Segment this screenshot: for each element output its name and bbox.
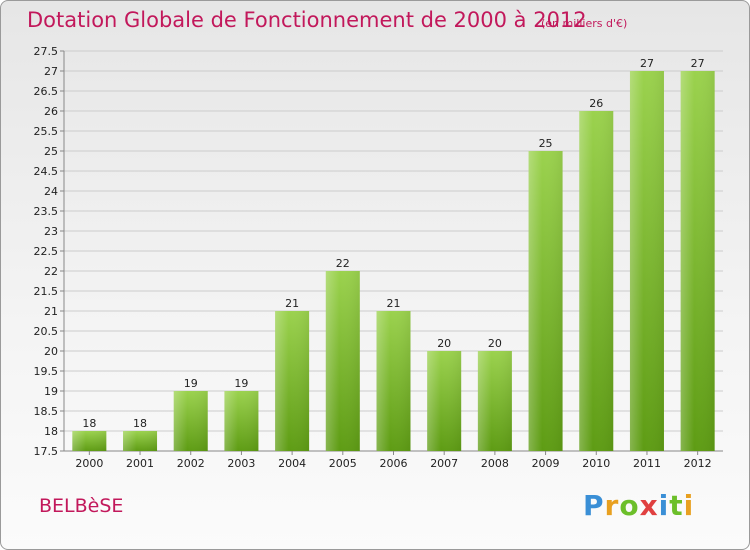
bars (72, 71, 715, 451)
y-tick-label: 18.5 (34, 405, 59, 418)
y-tick-label: 25.5 (34, 125, 59, 138)
y-tick-label: 20 (44, 345, 58, 358)
x-tick-label: 2000 (75, 457, 103, 470)
y-tick-label: 23.5 (34, 205, 59, 218)
chart-subtitle: (en milliers d'€) (541, 17, 628, 30)
value-label: 21 (285, 297, 299, 310)
value-label: 20 (437, 337, 451, 350)
y-tick-label: 26 (44, 105, 58, 118)
logo-letter: r (604, 489, 620, 522)
bar-shade (477, 351, 512, 451)
value-label: 26 (589, 97, 603, 110)
x-tick-label: 2012 (684, 457, 712, 470)
bar-shade (376, 311, 411, 451)
bar-shade (224, 391, 259, 451)
value-label: 27 (640, 57, 654, 70)
y-tick-label: 24 (44, 185, 58, 198)
bar-shade (72, 431, 107, 451)
bar-shade (680, 71, 715, 451)
y-tick-label: 22.5 (34, 245, 59, 258)
value-label: 20 (488, 337, 502, 350)
x-tick-label: 2005 (329, 457, 357, 470)
value-label: 27 (691, 57, 705, 70)
x-tick-label: 2004 (278, 457, 306, 470)
y-tick-label: 27.5 (34, 45, 59, 58)
logo-letter: t (669, 489, 684, 522)
x-tick-label: 2006 (380, 457, 408, 470)
y-tick-label: 25 (44, 145, 58, 158)
y-tick-label: 24.5 (34, 165, 59, 178)
bar-shade (173, 391, 208, 451)
logo-letter: P (583, 489, 605, 522)
value-label: 21 (387, 297, 401, 310)
x-tick-label: 2011 (633, 457, 661, 470)
y-tick-label: 19 (44, 385, 58, 398)
proxiti-logo: Proxiti (583, 489, 694, 522)
value-label: 18 (82, 417, 96, 430)
x-tick-label: 2008 (481, 457, 509, 470)
x-tick-label: 2010 (582, 457, 610, 470)
logo-letter: x (639, 489, 659, 522)
y-tick-label: 21 (44, 305, 58, 318)
logo-letter: o (619, 489, 640, 522)
value-label: 18 (133, 417, 147, 430)
bar-shade (427, 351, 462, 451)
x-tick-label: 2003 (227, 457, 255, 470)
bar-shade (123, 431, 158, 451)
logo-letter: i (683, 489, 695, 522)
y-tick-label: 23 (44, 225, 58, 238)
y-tick-label: 26.5 (34, 85, 59, 98)
y-tick-label: 21.5 (34, 285, 59, 298)
bar-shade (275, 311, 310, 451)
value-label: 22 (336, 257, 350, 270)
value-label: 19 (234, 377, 248, 390)
y-tick-label: 20.5 (34, 325, 59, 338)
y-tick-label: 18 (44, 425, 58, 438)
bar-shade (325, 271, 360, 451)
x-tick-label: 2002 (177, 457, 205, 470)
bar-shade (528, 151, 563, 451)
y-tick-label: 19.5 (34, 365, 59, 378)
x-tick-label: 2001 (126, 457, 154, 470)
y-tick-label: 17.5 (34, 445, 59, 458)
bar-shade (579, 111, 614, 451)
commune-name: BELBèSE (39, 495, 124, 517)
labels: 17.5 18 18.5 19 19.5 20 20.5 21 21.5 22 22.5 23 23.5… (34, 45, 712, 470)
x-tick-label: 2009 (532, 457, 560, 470)
y-tick-label: 27 (44, 65, 58, 78)
bar-shade (629, 71, 664, 451)
value-label: 19 (184, 377, 198, 390)
chart-title: Dotation Globale de Fonctionnement de 20… (27, 8, 587, 32)
logo-letter: i (658, 489, 670, 522)
x-tick-label: 2007 (430, 457, 458, 470)
y-tick-label: 22 (44, 265, 58, 278)
value-label: 25 (539, 137, 553, 150)
